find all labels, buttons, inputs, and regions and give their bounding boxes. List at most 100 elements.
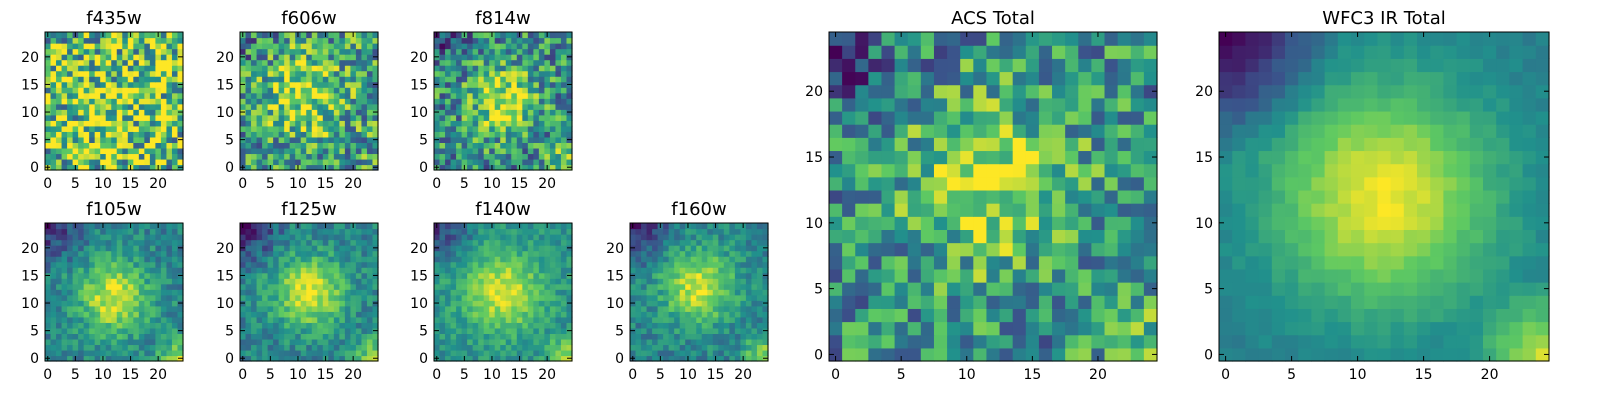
heatmap-cell <box>538 239 545 246</box>
heatmap-cell <box>505 234 512 241</box>
heatmap-cell <box>61 70 68 77</box>
heatmap-cell <box>311 223 318 230</box>
heatmap-cell <box>450 223 457 230</box>
heatmap-cell <box>756 250 764 257</box>
heatmap-cell <box>83 131 90 138</box>
heatmap-cell <box>842 295 856 309</box>
heatmap-cell <box>171 147 179 155</box>
heatmap-cell <box>663 256 670 263</box>
heatmap-cell <box>78 278 85 285</box>
heatmap-cell <box>555 43 562 50</box>
heatmap-cell <box>701 294 708 301</box>
heatmap-cell <box>317 223 324 230</box>
heatmap-cell <box>516 87 523 94</box>
heatmap-cell <box>679 250 686 257</box>
heatmap-cell <box>133 37 140 44</box>
heatmap-cell <box>72 267 79 274</box>
heatmap-cell <box>256 338 263 346</box>
heatmap-cell <box>461 158 468 166</box>
heatmap-cell <box>67 81 74 88</box>
heatmap-cell <box>149 322 156 329</box>
heatmap-cell <box>674 300 681 307</box>
heatmap-cell <box>300 92 307 99</box>
heatmap-cell <box>144 228 151 235</box>
heatmap-cell <box>105 158 112 166</box>
heatmap-cell <box>723 327 730 334</box>
heatmap-cell <box>116 316 123 323</box>
heatmap-cell <box>538 37 545 44</box>
heatmap-cell <box>160 92 168 99</box>
heatmap-cell <box>740 228 747 235</box>
heatmap-cell <box>83 114 90 121</box>
heatmap-cell <box>500 70 507 77</box>
heatmap-cell <box>439 125 446 132</box>
heatmap-cell <box>322 316 329 323</box>
heatmap-cell <box>100 48 107 55</box>
x-tick-label: 20 <box>538 367 556 383</box>
heatmap-cell <box>372 294 379 301</box>
heatmap-cell <box>83 283 90 290</box>
heatmap-cell <box>450 142 457 149</box>
heatmap-cell <box>544 283 551 290</box>
heatmap-cell <box>289 120 296 127</box>
heatmap-cell <box>555 239 562 246</box>
heatmap-cell <box>505 261 512 268</box>
heatmap-cell <box>166 223 173 230</box>
heatmap-cell <box>72 87 79 94</box>
heatmap-cell <box>489 300 496 307</box>
heatmap-cell <box>50 131 57 138</box>
heatmap-cell <box>668 305 675 312</box>
heatmap-cell <box>439 256 446 263</box>
heatmap-cell <box>278 164 285 171</box>
heatmap-cell <box>842 203 856 217</box>
heatmap-cell <box>566 92 573 99</box>
heatmap-cell <box>657 300 664 307</box>
heatmap-cell <box>322 272 329 279</box>
heatmap-cell <box>494 267 501 274</box>
heatmap-cell <box>657 278 664 285</box>
heatmap-cell <box>116 59 123 66</box>
heatmap-cell <box>489 311 496 318</box>
heatmap-cell <box>690 344 697 351</box>
heatmap-cell <box>729 278 736 285</box>
heatmap-cell <box>483 344 490 351</box>
heatmap-cell <box>171 261 179 268</box>
heatmap-cell <box>366 153 374 160</box>
heatmap-cell <box>489 142 496 149</box>
heatmap-cell <box>434 250 441 257</box>
heatmap-cell <box>94 300 101 307</box>
heatmap-cell <box>657 349 664 357</box>
heatmap-cell <box>251 43 258 50</box>
heatmap-cell <box>262 48 269 55</box>
heatmap-cell <box>549 120 557 127</box>
heatmap-cell <box>1078 229 1092 244</box>
heatmap-cell <box>538 261 545 268</box>
heatmap-cell <box>679 327 686 334</box>
heatmap-cell <box>641 250 648 257</box>
heatmap-cell <box>61 147 68 155</box>
heatmap-cell <box>89 153 96 160</box>
heatmap-cell <box>729 338 736 346</box>
heatmap-cell <box>133 261 140 268</box>
heatmap-cell <box>533 81 540 88</box>
heatmap-cell <box>483 300 490 307</box>
heatmap-cell <box>933 255 948 270</box>
heatmap-cell <box>472 278 479 285</box>
heatmap-cell <box>960 176 974 191</box>
heatmap-cell <box>111 114 118 121</box>
heatmap-cell <box>960 308 974 323</box>
heatmap-cell <box>45 267 52 274</box>
heatmap-cell <box>434 98 441 105</box>
heatmap-cell <box>273 147 280 155</box>
heatmap-cell <box>105 103 112 110</box>
heatmap-cell <box>635 234 642 241</box>
heatmap-cell <box>116 98 123 105</box>
heatmap-cell <box>745 234 753 241</box>
heatmap-cell <box>500 278 507 285</box>
heatmap-cell <box>505 109 512 116</box>
heatmap-cell <box>696 228 703 235</box>
heatmap-cell <box>94 136 101 143</box>
heatmap-cell <box>127 272 134 279</box>
heatmap-cell <box>344 344 351 351</box>
heatmap-cell <box>663 250 670 257</box>
